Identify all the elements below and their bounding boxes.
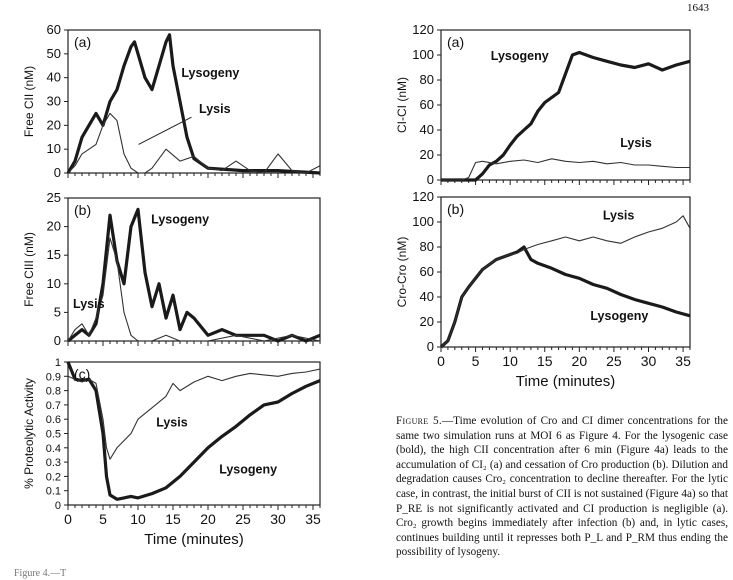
y-tick-label: 40 <box>47 70 61 85</box>
caption-text: —Time evolution of Cro and CI dimer conc… <box>396 415 728 559</box>
y-tick-label: 60 <box>420 264 434 279</box>
plot-frame <box>67 29 321 174</box>
x-tick-label: 15 <box>537 353 553 369</box>
x-tick-label: 10 <box>502 353 518 369</box>
annotation-pointer-line <box>138 116 192 145</box>
panel-label: (b) <box>447 201 464 217</box>
y-tick-label: 0.9 <box>46 371 61 383</box>
panel-label: (b) <box>74 202 91 218</box>
x-axis-label: Time (minutes) <box>516 373 615 390</box>
y-axis-label: % Proteolytic Activity <box>22 378 36 489</box>
x-tick-label: 35 <box>675 353 691 369</box>
y-tick-label: 10 <box>47 141 61 156</box>
y-tick-label: 0.8 <box>46 386 61 398</box>
x-tick-label: 25 <box>235 511 251 527</box>
y-tick-label: 40 <box>420 289 434 304</box>
y-tick-label: 80 <box>420 239 434 254</box>
y-tick-label: 0.1 <box>46 486 61 498</box>
series-line-lysogeny <box>66 33 321 175</box>
annotation-label: Lysogeny <box>151 213 209 227</box>
y-tick-label: 0 <box>54 165 61 180</box>
y-tick-label: 0 <box>55 500 61 512</box>
series-line-lysis <box>67 112 321 174</box>
y-tick-label: 30 <box>47 94 61 109</box>
plot-frame <box>67 361 321 506</box>
x-tick-label: 0 <box>64 511 72 527</box>
y-tick-label: 0.6 <box>46 414 61 426</box>
annotation-label: Lysogeny <box>590 309 648 323</box>
y-tick-label: 0.2 <box>46 471 61 483</box>
annotation-label: Lysis <box>156 415 188 429</box>
caption-label: Figure 5. <box>396 415 442 427</box>
panel-label: (c) <box>74 366 90 382</box>
series-line-lysis <box>67 368 321 460</box>
annotation-label: Lysis <box>620 136 652 150</box>
x-axis-label: Time (minutes) <box>144 531 243 548</box>
annotation-label: Lysogeny <box>219 463 277 477</box>
x-tick-label: 20 <box>200 511 216 527</box>
x-tick-label: 25 <box>606 353 622 369</box>
y-tick-label: 0.4 <box>46 443 61 455</box>
y-tick-label: 120 <box>412 189 434 204</box>
y-tick-label: 100 <box>412 47 434 62</box>
x-tick-label: 30 <box>641 353 657 369</box>
y-tick-label: 120 <box>412 22 434 37</box>
annotation-label: Lysis <box>199 102 231 116</box>
y-tick-label: 0 <box>427 339 434 354</box>
y-tick-label: 10 <box>47 276 61 291</box>
y-tick-label: 20 <box>47 219 61 234</box>
y-tick-label: 80 <box>420 72 434 87</box>
x-tick-label: 15 <box>165 511 181 527</box>
x-tick-label: 0 <box>437 353 445 369</box>
y-tick-label: 0.5 <box>46 429 61 441</box>
series-line-lysogeny <box>441 50 691 182</box>
y-tick-label: 60 <box>420 97 434 112</box>
y-tick-label: 20 <box>47 117 61 132</box>
y-axis-label: CI-CI (nM) <box>395 77 409 133</box>
y-tick-label: 50 <box>47 46 61 61</box>
x-tick-label: 10 <box>130 511 146 527</box>
page-number: 1643 <box>687 2 709 14</box>
y-tick-label: 0 <box>427 172 434 187</box>
series-line-lysis <box>67 237 321 342</box>
annotation-label: Lysogeny <box>181 66 239 80</box>
annotation-label: Lysogeny <box>491 49 549 63</box>
y-tick-label: 60 <box>47 22 61 37</box>
annotation-label: Lysis <box>603 209 635 223</box>
plot-frame <box>440 196 691 348</box>
y-tick-label: 0.3 <box>46 457 61 469</box>
y-axis-label: Free CII (nM) <box>22 66 36 137</box>
y-tick-label: 5 <box>54 304 61 319</box>
figure-caption: Figure 5.—Time evolution of Cro and CI d… <box>396 414 728 560</box>
x-tick-label: 20 <box>572 353 588 369</box>
series-line-lysogeny <box>66 361 321 501</box>
panel-label: (a) <box>74 34 91 50</box>
y-tick-label: 100 <box>412 214 434 229</box>
y-axis-label: Free CIII (nM) <box>22 232 36 307</box>
y-tick-label: 1 <box>55 357 61 369</box>
y-tick-label: 25 <box>47 190 61 205</box>
y-tick-label: 15 <box>47 247 61 262</box>
x-tick-label: 30 <box>270 511 286 527</box>
panel-label: (a) <box>447 34 464 50</box>
y-tick-label: 20 <box>420 314 434 329</box>
footer-fragment: Figure 4.—T <box>14 568 67 579</box>
y-tick-label: 0 <box>54 333 61 348</box>
series-line-lysogeny <box>66 207 321 343</box>
y-tick-label: 0.7 <box>46 400 61 412</box>
series-line-lysis <box>441 158 690 181</box>
series-line-lysis <box>440 215 691 348</box>
y-axis-label: Cro-Cro (nM) <box>395 237 409 308</box>
x-tick-label: 5 <box>472 353 480 369</box>
y-tick-label: 20 <box>420 147 434 162</box>
plot-frame <box>440 29 691 181</box>
x-tick-label: 35 <box>305 511 321 527</box>
x-tick-label: 5 <box>99 511 107 527</box>
annotation-label: Lysis <box>73 297 105 311</box>
y-tick-label: 40 <box>420 122 434 137</box>
series-line-lysogeny <box>439 245 691 349</box>
